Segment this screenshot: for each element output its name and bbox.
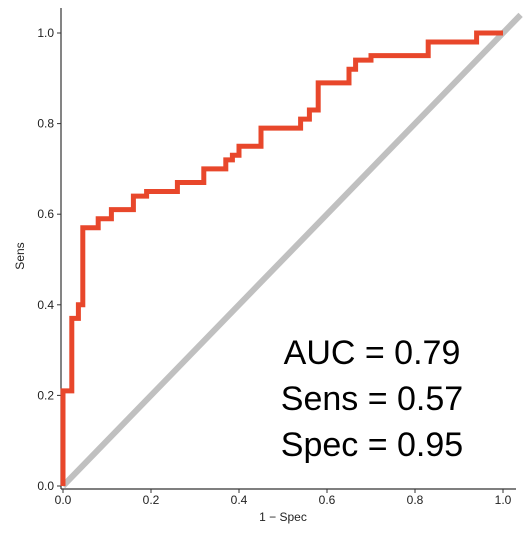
reference-diagonal-line [60,12,523,489]
sens-annotation: Sens = 0.57 [281,380,463,418]
y-tick-label: 0.8 [37,117,54,131]
roc-curve-line [60,30,503,486]
auc-annotation: AUC = 0.79 [284,334,461,372]
x-tick-label: 0.0 [55,493,72,507]
y-tick-label: 0.0 [37,479,54,493]
y-tick-label: 1.0 [37,26,54,40]
y-tick-label: 0.4 [37,298,54,312]
x-tick-label: 0.6 [319,493,336,507]
x-tick-label: 0.4 [231,493,248,507]
x-tick-label: 0.2 [143,493,160,507]
y-tick-label: 0.2 [37,388,54,402]
y-axis-title: Sens [13,242,27,269]
spec-annotation: Spec = 0.95 [281,426,463,464]
x-tick-label: 1.0 [495,493,512,507]
y-tick-label: 0.6 [37,207,54,221]
x-tick-label: 0.8 [407,493,424,507]
x-axis-title: 1 − Spec [259,510,307,524]
